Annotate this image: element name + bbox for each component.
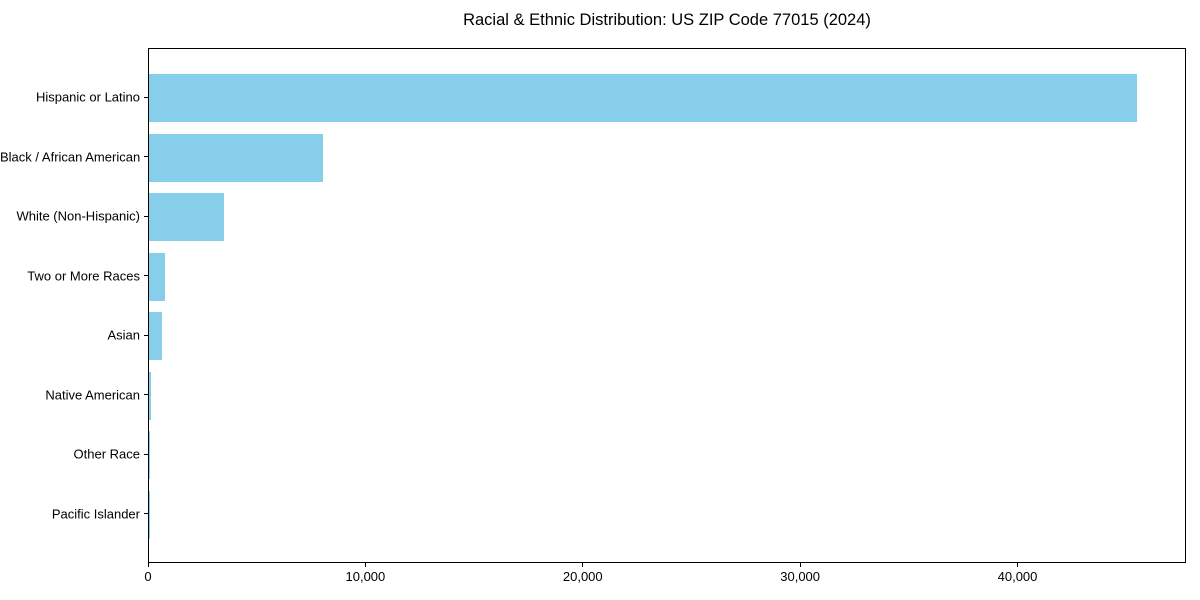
x-axis-tick-label: 40,000 xyxy=(997,569,1038,584)
y-axis-label: Hispanic or Latino xyxy=(35,89,140,105)
y-axis-label: Pacific Islander xyxy=(51,506,140,521)
y-axis-label: Asian xyxy=(107,327,140,343)
bar xyxy=(149,431,150,479)
bar xyxy=(149,133,323,182)
y-tick-mark xyxy=(144,215,148,217)
x-tick-mark xyxy=(364,563,366,567)
y-tick-mark xyxy=(144,453,148,455)
bar xyxy=(149,312,163,360)
plot-area xyxy=(148,48,1186,563)
y-axis-label: Native American xyxy=(45,387,140,402)
x-tick-mark xyxy=(147,563,149,567)
x-axis-tick-label: 0 xyxy=(144,569,152,584)
x-axis-tick-label: 20,000 xyxy=(562,569,603,584)
x-tick-mark xyxy=(799,563,801,567)
bar xyxy=(149,193,224,241)
y-axis-label: Black / African American xyxy=(0,149,141,164)
y-axis-label: Two or More Races xyxy=(27,268,140,283)
y-tick-mark xyxy=(144,156,148,157)
x-tick-mark xyxy=(582,563,584,567)
bar xyxy=(149,371,151,420)
chart-title: Racial & Ethnic Distribution: US ZIP Cod… xyxy=(463,11,871,29)
y-tick-mark xyxy=(144,96,148,98)
y-tick-mark xyxy=(144,513,148,514)
y-axis-label: Other Race xyxy=(73,446,140,462)
bar xyxy=(149,74,1137,122)
x-axis-tick-label: 10,000 xyxy=(345,569,386,584)
y-axis-label: White (Non-Hispanic) xyxy=(16,208,140,224)
y-tick-mark xyxy=(144,334,148,336)
bar xyxy=(149,252,166,301)
x-axis-tick-label: 30,000 xyxy=(780,569,821,584)
x-tick-mark xyxy=(1017,563,1019,567)
y-tick-mark xyxy=(144,275,148,276)
y-tick-mark xyxy=(144,394,148,395)
